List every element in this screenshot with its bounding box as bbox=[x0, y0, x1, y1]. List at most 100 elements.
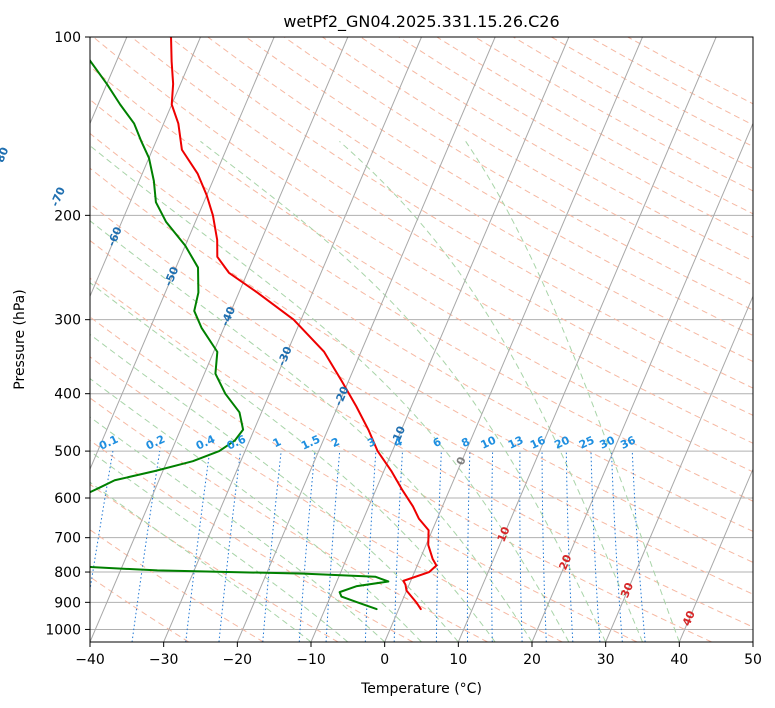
moist-adiabat bbox=[90, 416, 386, 642]
isotherm-label: -70 bbox=[48, 185, 68, 209]
y-axis: 100 200 300 400 500 600 700 800 900 1000 bbox=[45, 30, 90, 638]
isotherm bbox=[310, 37, 570, 642]
dry-adiabat bbox=[551, 37, 753, 148]
y-tick-label: 100 bbox=[54, 30, 81, 46]
x-axis-title: Temperature (°C) bbox=[360, 681, 482, 697]
y-tick-label: 200 bbox=[54, 208, 81, 224]
mixing-ratio-label: 13 bbox=[506, 434, 525, 452]
mixing-ratio-line bbox=[565, 451, 574, 642]
x-tick-label: 50 bbox=[744, 652, 762, 668]
isotherm bbox=[90, 37, 275, 471]
isotherm bbox=[90, 37, 349, 642]
moist-adiabat bbox=[90, 333, 459, 642]
y-tick-label: 900 bbox=[54, 595, 81, 611]
mixing-ratio-line bbox=[298, 451, 316, 642]
dry-adiabat bbox=[90, 529, 264, 642]
mixing-ratio-label: 0.6 bbox=[225, 432, 248, 452]
isotherm bbox=[752, 640, 753, 642]
chart-title: wetPf2_GN04.2025.331.15.26.C26 bbox=[283, 12, 559, 32]
x-tick-label: 20 bbox=[523, 652, 541, 668]
dry-adiabat bbox=[90, 576, 190, 642]
isotherm bbox=[90, 37, 201, 298]
isotherm-label: 30 bbox=[618, 580, 636, 599]
pressure-gridlines bbox=[90, 37, 753, 630]
mixing-ratio-label: 0.4 bbox=[194, 432, 217, 452]
x-tick-label: 0 bbox=[380, 652, 389, 668]
y-tick-label: 500 bbox=[54, 444, 81, 460]
isotherm-label: 40 bbox=[680, 608, 698, 627]
moist-adiabat bbox=[90, 282, 496, 642]
y-tick-label: 1000 bbox=[45, 622, 81, 638]
isotherm bbox=[678, 467, 753, 642]
mixing-ratio-label: 20 bbox=[552, 433, 572, 451]
dry-adiabat bbox=[131, 37, 753, 416]
dewpoint-profile bbox=[90, 58, 390, 611]
x-tick-label: 30 bbox=[597, 652, 615, 668]
mixing-ratio-line bbox=[519, 451, 523, 642]
mixing-ratio-line bbox=[90, 451, 114, 593]
dry-adiabat bbox=[245, 37, 753, 337]
isotherm bbox=[531, 122, 753, 642]
moist-adiabat bbox=[200, 140, 607, 642]
mixing-ratio-label: 6 bbox=[431, 435, 444, 450]
thermo-background-lines bbox=[90, 37, 753, 642]
mixing-ratio-line bbox=[435, 451, 442, 642]
y-tick-label: 400 bbox=[54, 387, 81, 403]
dry-adiabat bbox=[90, 203, 753, 595]
temperature-profile bbox=[170, 37, 438, 611]
y-tick-label: 300 bbox=[54, 313, 81, 329]
isotherm bbox=[457, 37, 717, 642]
y-axis-title: Pressure (hPa) bbox=[12, 289, 28, 389]
isotherm bbox=[605, 295, 753, 642]
dry-adiabat bbox=[589, 37, 753, 126]
dry-adiabat bbox=[360, 37, 753, 262]
y-tick-label: 600 bbox=[54, 491, 81, 507]
dry-adiabat bbox=[92, 37, 753, 444]
mixing-ratio-line bbox=[631, 451, 646, 642]
x-tick-label: −30 bbox=[149, 652, 179, 668]
moist-adiabat bbox=[90, 481, 312, 642]
mixing-ratio-line bbox=[185, 451, 211, 642]
moist-adiabat bbox=[90, 220, 533, 642]
x-tick-label: 10 bbox=[449, 652, 467, 668]
moist-adiabat bbox=[465, 141, 680, 642]
dry-adiabat bbox=[283, 37, 753, 311]
dry-adiabat bbox=[90, 397, 488, 642]
dry-adiabat bbox=[90, 356, 563, 642]
dry-adiabat bbox=[90, 277, 712, 642]
mixing-ratio-line bbox=[491, 451, 494, 642]
mixing-ratio-line bbox=[262, 451, 282, 642]
mixing-ratio-label: 25 bbox=[577, 434, 596, 452]
sounding-profiles bbox=[90, 37, 438, 611]
dry-adiabat bbox=[90, 439, 414, 642]
dry-adiabat bbox=[90, 98, 753, 502]
plot-frame bbox=[89, 36, 754, 643]
isotherm-label: -20 bbox=[332, 384, 352, 408]
dry-adiabat bbox=[436, 37, 753, 215]
mixing-ratio-label: 16 bbox=[528, 433, 548, 451]
dry-adiabat bbox=[90, 316, 638, 642]
x-tick-label: −10 bbox=[296, 652, 326, 668]
isotherm bbox=[236, 37, 496, 642]
x-tick-label: −40 bbox=[75, 652, 105, 668]
mixing-ratio-line bbox=[218, 451, 242, 642]
dry-adiabat bbox=[90, 239, 753, 628]
moist-adiabat bbox=[90, 450, 349, 642]
isotherm bbox=[384, 37, 643, 642]
mixing-ratio-label: 36 bbox=[618, 433, 638, 451]
mixing-ratio-label: 2 bbox=[329, 435, 341, 450]
moist-adiabat bbox=[90, 145, 570, 642]
isotherm-label: -60 bbox=[105, 225, 125, 249]
y-tick-label: 700 bbox=[54, 531, 81, 547]
isotherm-label: -40 bbox=[218, 304, 238, 328]
dry-adiabat bbox=[90, 483, 339, 642]
isotherm-label: 10 bbox=[495, 524, 513, 543]
x-axis: −40 −30 −20 −10 0 10 20 30 40 50 bbox=[75, 642, 762, 668]
isotherm-label: 20 bbox=[556, 552, 574, 571]
mixing-ratio-label: 0.1 bbox=[97, 433, 120, 453]
mixing-ratio-label: 30 bbox=[598, 433, 618, 451]
dry-adiabat bbox=[169, 37, 753, 389]
dry-adiabat bbox=[90, 65, 753, 473]
